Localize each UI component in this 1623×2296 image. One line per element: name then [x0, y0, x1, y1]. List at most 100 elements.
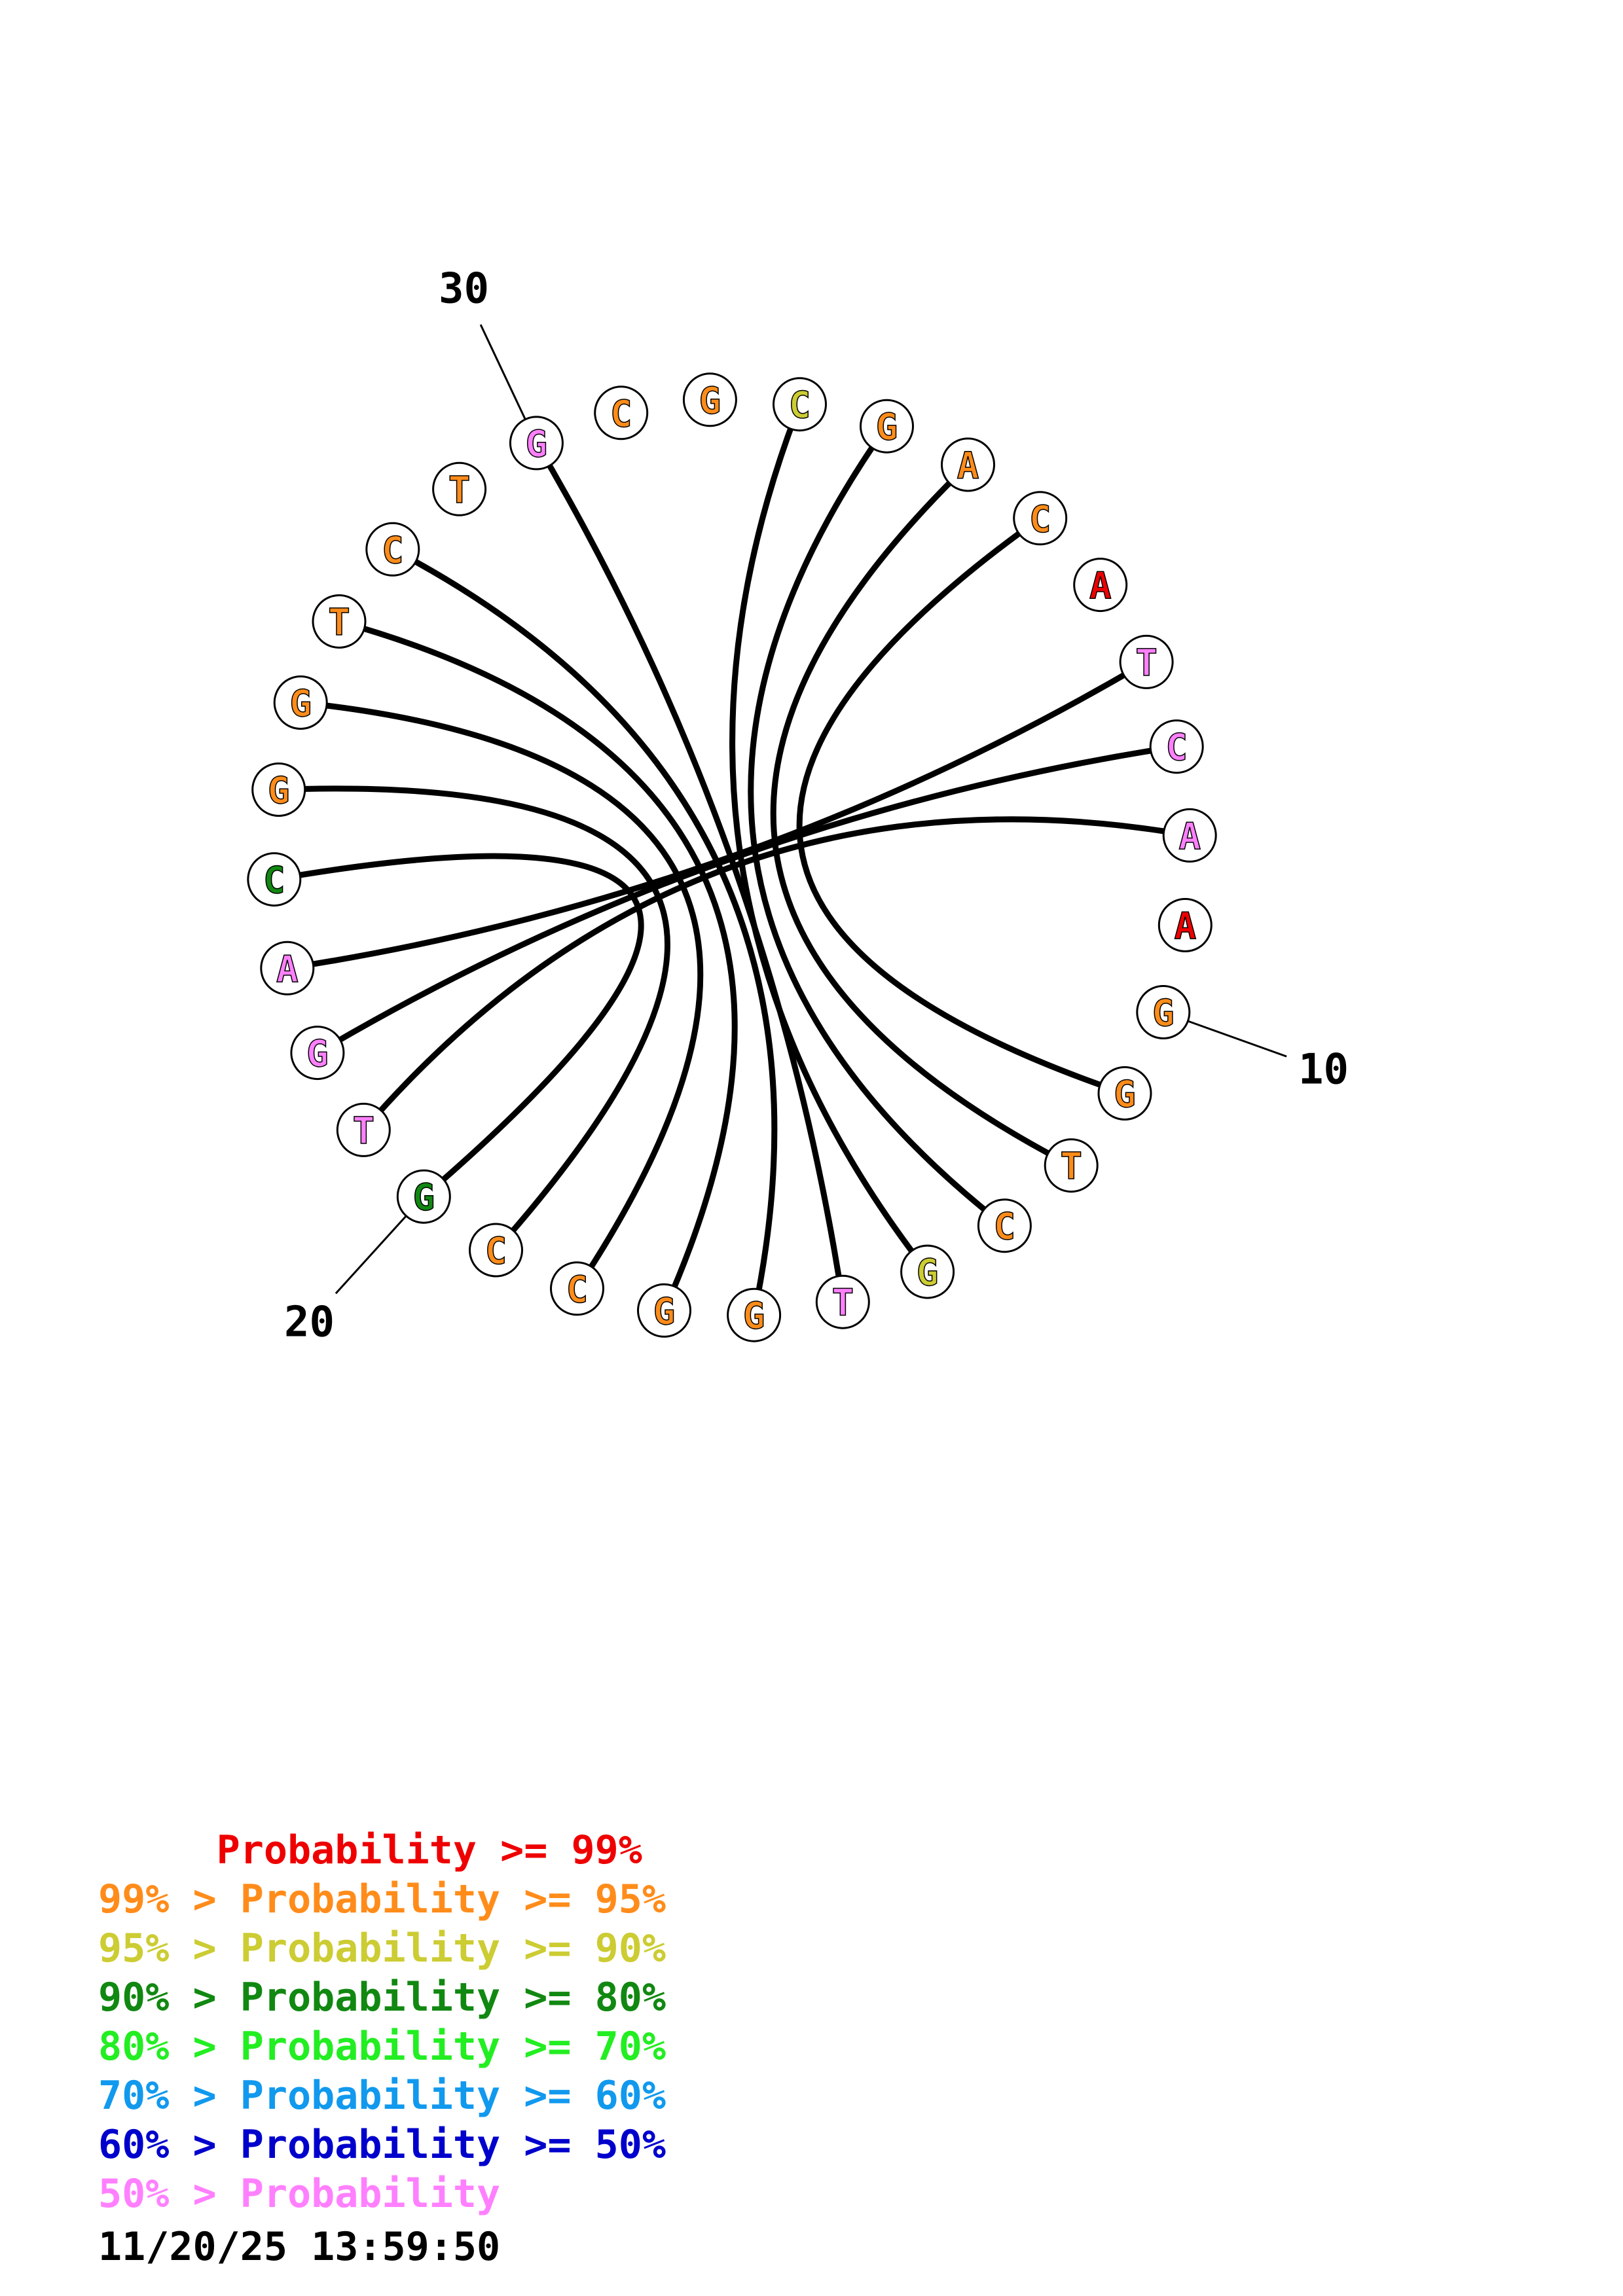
nucleotide-letter: G: [306, 1033, 329, 1075]
nucleotide-letter: C: [789, 384, 811, 427]
timestamp: 11/20/25 13:59:50: [98, 2224, 501, 2270]
nucleotide-17: G: [637, 1283, 691, 1338]
nucleotide-23: A: [260, 941, 315, 996]
nucleotide-letter: G: [743, 1295, 765, 1338]
legend-entry-6: 70% > Probability >= 60%: [98, 2073, 666, 2119]
base-pair-arc-2-13: [748, 424, 1007, 1229]
nucleotide-31: C: [594, 386, 649, 440]
nucleotide-circle: [1136, 985, 1191, 1039]
nucleotide-letter: C: [382, 529, 404, 572]
nucleotide-letter: G: [412, 1177, 435, 1219]
nucleotide-circle: [773, 377, 827, 432]
legend-entry-2: 99% > Probability >= 95%: [98, 1876, 666, 1922]
nucleotide-30: G: [509, 416, 564, 471]
nucleotide-letter: T: [352, 1110, 374, 1153]
nucleotide-28: C: [365, 522, 420, 577]
nucleotide-25: G: [251, 762, 306, 817]
nucleotide-21: T: [336, 1102, 391, 1157]
nucleotide-32: G: [682, 372, 737, 427]
nucleotide-letter: G: [1114, 1073, 1136, 1116]
nucleotide-letter: G: [268, 770, 290, 812]
nucleotide-circle: [509, 416, 564, 471]
nucleotide-circle: [396, 1169, 451, 1224]
nucleotide-circle: [312, 594, 367, 649]
nucleotide-circle: [815, 1274, 870, 1329]
legend-entry-4: 90% > Probability >= 80%: [98, 1975, 666, 2020]
nucleotide-circle: [1073, 558, 1128, 613]
nucleotide-letter: A: [1089, 565, 1112, 607]
nucleotide-26: G: [273, 675, 328, 730]
nucleotide-16: G: [727, 1287, 782, 1342]
nucleotide-letter: A: [1178, 816, 1201, 858]
nucleotide-circle: [637, 1283, 691, 1338]
nucleotide-circle: [336, 1102, 391, 1157]
nucleotide-circle: [1158, 898, 1213, 952]
nucleotide-19: C: [469, 1223, 523, 1278]
legend-entry-8: 50% > Probability: [98, 2171, 501, 2217]
nucleotide-20: G: [396, 1169, 451, 1224]
nucleotide-letter: C: [610, 393, 632, 435]
nucleotide-1: C: [773, 377, 827, 432]
nucleotide-letter: G: [526, 423, 548, 465]
nucleotide-15: T: [815, 1274, 870, 1329]
nucleotide-18: C: [550, 1261, 604, 1316]
nucleotide-letter: T: [1060, 1145, 1082, 1188]
nucleotide-circle: [1119, 634, 1174, 689]
nucleotide-8: A: [1162, 808, 1217, 863]
nucleotide-circle: [251, 762, 306, 817]
nucleotide-letter: G: [289, 683, 312, 725]
nucleotide-circle: [273, 675, 328, 730]
nucleotide-7: C: [1149, 719, 1204, 774]
nucleotide-circle: [247, 852, 302, 907]
base-pair-arc-3-12: [770, 462, 1073, 1168]
probability-legend: Probability >= 99% 99% > Probability >= 9…: [98, 1826, 666, 2219]
nucleotide-circle: [900, 1244, 955, 1299]
position-ticks: 10 20 30: [284, 265, 1349, 1347]
nucleotide-circle: [550, 1261, 604, 1316]
nucleotide-letter: G: [653, 1291, 676, 1333]
nucleotide-3: A: [941, 437, 995, 492]
nucleotide-14: G: [900, 1244, 955, 1299]
nucleotide-2: G: [860, 399, 914, 454]
nucleotide-10: G: [1136, 985, 1191, 1039]
nucleotide-12: T: [1044, 1138, 1099, 1193]
base-pair-arc-17-27: [338, 619, 738, 1312]
tick-label-10: 10: [1298, 1045, 1349, 1094]
nucleotide-circle: [432, 461, 487, 516]
tick-label-20: 20: [284, 1299, 335, 1347]
nucleotide-29: T: [432, 461, 487, 516]
legend-entry-5: 80% > Probability >= 70%: [98, 2024, 666, 2070]
nucleotide-letter: C: [1165, 726, 1188, 769]
nucleotide-letter: T: [448, 469, 471, 512]
legend-entry-1: Probability >= 99%: [98, 1827, 642, 1873]
nucleotide-circle: [682, 372, 737, 427]
nucleotide-circle: [469, 1223, 523, 1278]
base-pair-arc-15-30: [534, 441, 846, 1302]
tick-line-20: [335, 1215, 407, 1295]
nucleotide-letter: C: [485, 1230, 507, 1273]
base-pair-arc-19-25: [278, 785, 670, 1252]
nucleotide-circle: [860, 399, 914, 454]
nucleotide-letter: T: [1135, 642, 1158, 685]
nucleotide-5: A: [1073, 558, 1128, 613]
nucleotide-circle: [260, 941, 315, 996]
base-pair-arcs: [274, 403, 1190, 1316]
nucleotide-letter: A: [1174, 905, 1196, 948]
nucleotide-circle: [1162, 808, 1217, 863]
nucleotide-letter: G: [699, 380, 721, 422]
nucleotide-4: C: [1013, 491, 1068, 546]
nucleotide-11: G: [1097, 1066, 1152, 1121]
nucleotide-24: C: [247, 852, 302, 907]
nucleotide-circle: [977, 1198, 1032, 1253]
nucleotide-27: T: [312, 594, 367, 649]
nucleotide-letter: A: [957, 445, 979, 488]
tick-line-30: [479, 324, 526, 420]
nucleotide-letter: T: [831, 1282, 854, 1325]
nucleotide-letter: C: [566, 1268, 589, 1311]
nucleotide-circle: [290, 1026, 345, 1081]
nucleotide-circle: [594, 386, 649, 440]
nucleotide-circle: [1044, 1138, 1099, 1193]
nucleotide-letter: A: [276, 948, 299, 991]
